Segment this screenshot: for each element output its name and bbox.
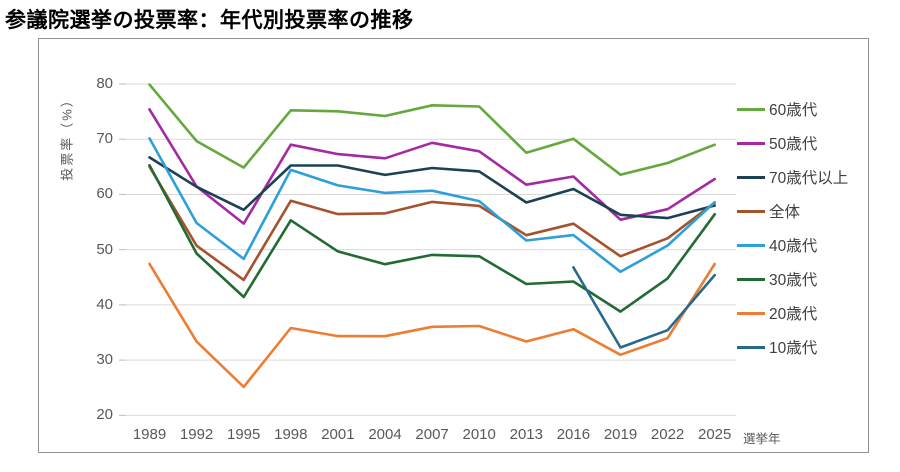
y-tick-label: 20 bbox=[96, 406, 113, 424]
legend-swatch bbox=[737, 141, 765, 145]
legend-swatch bbox=[737, 243, 765, 247]
line-chart bbox=[119, 83, 736, 416]
series-line-5 bbox=[148, 163, 717, 313]
series-line-2 bbox=[148, 156, 717, 220]
series-line-3 bbox=[148, 165, 717, 282]
x-tick-label: 2016 bbox=[556, 426, 591, 443]
y-tick-label: 40 bbox=[96, 295, 113, 313]
legend-item-label: 全体 bbox=[769, 204, 801, 221]
page-title: 参議院選挙の投票率：年代別投票率の推移 bbox=[5, 9, 414, 32]
x-tick-label: 2001 bbox=[321, 426, 355, 443]
x-tick-label: 1998 bbox=[274, 426, 308, 443]
legend-swatch bbox=[737, 107, 765, 111]
legend-swatch bbox=[737, 277, 765, 281]
legend-item: 20歳代 bbox=[737, 296, 848, 330]
x-tick-label: 2025 bbox=[698, 426, 732, 443]
legend-item-label: 60歳代 bbox=[769, 102, 818, 119]
y-tick-label: 50 bbox=[96, 240, 113, 258]
legend-swatch bbox=[737, 209, 765, 213]
x-tick-label: 2004 bbox=[368, 426, 402, 443]
y-tick-label: 70 bbox=[96, 130, 113, 148]
series-line-4 bbox=[148, 137, 717, 274]
legend: 60歳代 50歳代 70歳代以上 全体 40歳代 30歳代 20歳代 10歳代 bbox=[737, 92, 848, 364]
x-tick-label: 2010 bbox=[462, 426, 496, 443]
legend-item: 50歳代 bbox=[737, 126, 848, 160]
legend-item: 全体 bbox=[737, 194, 848, 228]
legend-item-label: 20歳代 bbox=[769, 306, 818, 323]
legend-swatch bbox=[737, 175, 765, 179]
legend-item-label: 70歳代以上 bbox=[769, 170, 849, 187]
y-tick-label: 80 bbox=[96, 75, 113, 92]
x-tick-label: 2022 bbox=[650, 426, 685, 443]
legend-item: 10歳代 bbox=[737, 330, 848, 364]
legend-item: 30歳代 bbox=[737, 262, 848, 296]
x-tick-label: 1995 bbox=[227, 426, 261, 443]
x-tick-label: 2019 bbox=[603, 426, 638, 443]
x-axis-title: 選挙年 bbox=[743, 432, 781, 446]
x-tick-label: 1989 bbox=[132, 426, 167, 443]
legend-swatch bbox=[737, 311, 765, 315]
y-tick-label: 60 bbox=[96, 185, 113, 203]
y-tick-label: 30 bbox=[96, 351, 113, 369]
series-line-6 bbox=[148, 262, 717, 389]
series-line-0 bbox=[148, 83, 717, 176]
x-tick-label: 2007 bbox=[415, 426, 449, 443]
legend-item-label: 50歳代 bbox=[769, 136, 818, 153]
legend-swatch bbox=[737, 345, 765, 349]
series-line-7 bbox=[572, 266, 717, 349]
legend-item-label: 40歳代 bbox=[769, 238, 818, 255]
x-tick-label: 1992 bbox=[179, 426, 214, 443]
legend-item: 40歳代 bbox=[737, 228, 848, 262]
series-line-1 bbox=[148, 108, 717, 225]
legend-item: 70歳代以上 bbox=[737, 160, 848, 194]
chart-frame: 投票率（%） 選挙年 60歳代 50歳代 70歳代以上 全体 40歳代 30歳代 20歳代 1… bbox=[38, 38, 869, 453]
legend-item-label: 10歳代 bbox=[769, 340, 818, 357]
x-tick-label: 2013 bbox=[509, 426, 543, 443]
legend-item-label: 30歳代 bbox=[769, 272, 818, 289]
legend-item: 60歳代 bbox=[737, 92, 848, 126]
